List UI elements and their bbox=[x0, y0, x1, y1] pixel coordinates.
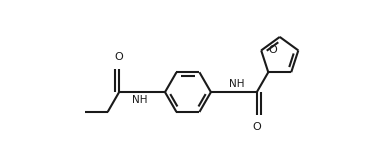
Text: O: O bbox=[268, 45, 277, 55]
Text: NH: NH bbox=[229, 79, 244, 89]
Text: O: O bbox=[115, 52, 123, 62]
Text: O: O bbox=[252, 122, 261, 132]
Text: NH: NH bbox=[132, 95, 147, 105]
